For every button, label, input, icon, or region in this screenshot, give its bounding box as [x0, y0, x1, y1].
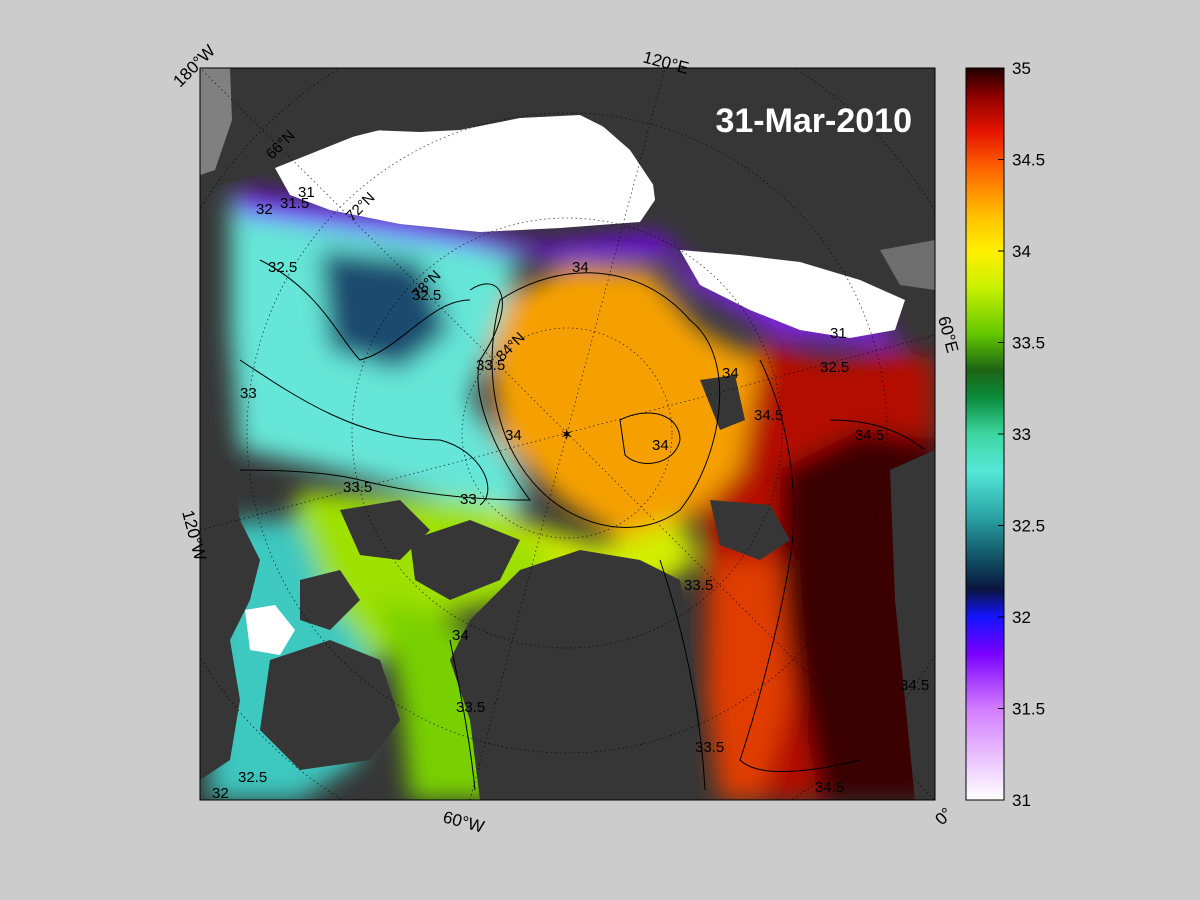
meridian-180: [200, 68, 568, 434]
contour-label: 33.5: [695, 739, 724, 756]
contour-label: 31: [830, 325, 847, 342]
contour-label: 34.5: [900, 677, 929, 694]
contour-label: 32.5: [820, 359, 849, 376]
grey-land-east: [880, 240, 935, 290]
colorbar-tick-label: 32.5: [1012, 517, 1045, 536]
greenland-land: [450, 550, 700, 800]
colorbar-tick-label: 31: [1012, 791, 1031, 810]
contour-label-group: 31 31.5 32 32.5 32.5 33 33 33.5 33.5 34 …: [212, 184, 929, 802]
contour-label: 33.5: [343, 479, 372, 496]
contour-33-5-greenland: [659, 559, 706, 791]
canada-island-3: [300, 570, 360, 630]
contour-lines: [239, 259, 926, 791]
contour-label: 33.5: [476, 357, 505, 374]
contour-label: 32.5: [238, 769, 267, 786]
contour-label: 33: [240, 385, 257, 402]
contour-label: 34: [452, 627, 469, 644]
contour-33-5-baffin: [449, 639, 476, 791]
contour-label: 31: [298, 184, 315, 201]
colorbar-gradient: [965, 67, 1005, 801]
canada-island-2: [410, 520, 520, 600]
colorbar-tick-label: 35: [1012, 59, 1031, 78]
contour-label: 32.5: [412, 287, 441, 304]
contour-label: 34: [505, 427, 522, 444]
contour-label: 34: [572, 259, 589, 276]
colorbar-tick-label: 31.5: [1012, 700, 1045, 719]
contour-label: 34.5: [855, 427, 884, 444]
canada-island-1: [340, 500, 430, 560]
contour-33-5: [239, 283, 531, 501]
meridian-0: [566, 432, 935, 800]
contour-label: 33.5: [456, 699, 485, 716]
contour-label: 32: [256, 201, 273, 218]
baffin-island: [260, 640, 400, 770]
meridian-60w: [469, 432, 568, 800]
contour-label: 34: [652, 437, 669, 454]
novaya-zemlya: [700, 375, 745, 430]
contour-label: 32.5: [268, 259, 297, 276]
contour-32-5: [259, 259, 471, 361]
colorbar-tick-label: 34.5: [1012, 151, 1045, 170]
alaska-grey-land: [200, 68, 232, 175]
contour-34-inner: [619, 412, 681, 464]
north-pole-marker: ✶: [560, 427, 573, 444]
contour-label: 34.5: [754, 407, 783, 424]
land-masses: [200, 68, 935, 800]
contour-label: 34: [722, 365, 739, 382]
latitude-circle-84: [461, 327, 673, 539]
colorbar-ticks: 35 34.5 34 33.5 33 32.5 32 31.5 31: [998, 59, 1045, 810]
salinity-map: ✶ 31 31.5 32 32.5 32.5 33 33 33.5 33.5 3…: [200, 68, 935, 802]
colorbar-tick-label: 34: [1012, 242, 1031, 261]
longitude-label-60w: 60°W: [441, 808, 486, 837]
contour-label: 31.5: [280, 195, 309, 212]
colorbar: 35 34.5 34 33.5 33 32.5 32 31.5 31: [965, 59, 1045, 810]
latitude-circle-78: [351, 217, 783, 649]
contour-label: 32: [212, 785, 229, 802]
contour-34-5-east: [829, 419, 926, 451]
latitude-circle-72: [246, 112, 888, 754]
map-frame: [199, 67, 936, 801]
siberia-land: [200, 68, 935, 300]
longitude-label-60e: 60°E: [934, 314, 962, 355]
colorbar-tick-label: 33.5: [1012, 334, 1045, 353]
canada-mainland: [200, 460, 260, 780]
sea-ice-pacific: [275, 115, 655, 232]
eurasian-basin-region: [490, 265, 760, 540]
contour-label: 33.5: [684, 577, 713, 594]
contour-label: 34.5: [815, 779, 844, 796]
greenland-sea-region: [708, 560, 790, 800]
colorbar-tick-label: 33: [1012, 425, 1031, 444]
meridian-120w: [200, 432, 568, 531]
contour-label: 33: [460, 491, 477, 508]
map-date-title: 31-Mar-2010: [715, 102, 912, 140]
svalbard: [710, 500, 790, 560]
beaufort-core-region: [320, 250, 450, 370]
contour-34-central: [491, 272, 721, 528]
sea-ice-hudson: [245, 605, 295, 655]
sea-ice-siberian: [680, 250, 905, 338]
scandinavia-land: [890, 450, 935, 800]
contour-33: [239, 359, 489, 506]
longitude-label-0: 0°: [931, 804, 956, 829]
contour-34-5: [739, 359, 861, 773]
colorbar-tick-label: 32: [1012, 608, 1031, 627]
